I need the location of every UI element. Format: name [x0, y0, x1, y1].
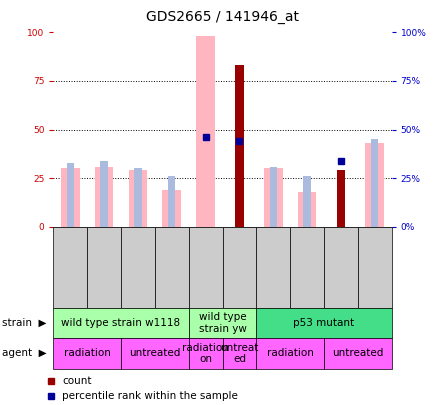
- Bar: [298, 192, 316, 227]
- Text: wild type strain w1118: wild type strain w1118: [61, 318, 181, 328]
- Bar: [365, 143, 384, 227]
- Bar: [371, 139, 378, 227]
- Text: GDS2665 / 141946_at: GDS2665 / 141946_at: [146, 10, 299, 24]
- Bar: [101, 161, 108, 227]
- Bar: [129, 171, 147, 227]
- Text: radiation
on: radiation on: [182, 343, 229, 364]
- Bar: [264, 168, 283, 227]
- Bar: [168, 176, 175, 227]
- Text: untreat
ed: untreat ed: [220, 343, 259, 364]
- Text: untreated: untreated: [129, 348, 181, 358]
- Text: agent  ▶: agent ▶: [2, 348, 47, 358]
- Bar: [196, 36, 215, 227]
- Text: p53 mutant: p53 mutant: [293, 318, 355, 328]
- Bar: [337, 171, 345, 227]
- Bar: [303, 176, 311, 227]
- Bar: [162, 190, 181, 227]
- Text: count: count: [62, 376, 92, 386]
- Bar: [61, 168, 80, 227]
- Text: untreated: untreated: [332, 348, 384, 358]
- Bar: [134, 168, 142, 227]
- Bar: [95, 166, 113, 227]
- Text: radiation: radiation: [267, 348, 314, 358]
- Text: wild type
strain yw: wild type strain yw: [198, 312, 247, 334]
- Text: radiation: radiation: [64, 348, 111, 358]
- Bar: [270, 166, 277, 227]
- Bar: [67, 163, 74, 227]
- Text: percentile rank within the sample: percentile rank within the sample: [62, 391, 238, 401]
- Bar: [235, 66, 244, 227]
- Text: strain  ▶: strain ▶: [2, 318, 47, 328]
